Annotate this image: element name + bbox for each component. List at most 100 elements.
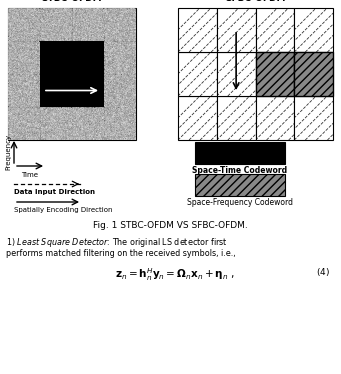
Point <box>125 80 131 86</box>
Point <box>125 119 131 125</box>
Point <box>31 98 37 104</box>
Point <box>129 80 134 86</box>
Point <box>105 130 110 136</box>
Point <box>35 73 41 79</box>
Point <box>31 99 36 105</box>
Point <box>130 131 136 137</box>
Point <box>71 106 76 112</box>
Point <box>18 29 24 35</box>
Point <box>6 47 12 53</box>
Point <box>65 134 71 140</box>
Point <box>127 8 132 14</box>
Point <box>109 77 115 83</box>
Point <box>120 41 125 47</box>
Point <box>8 84 13 90</box>
Point <box>10 31 15 37</box>
Point <box>33 80 39 86</box>
Point <box>31 33 36 39</box>
Point <box>27 79 32 85</box>
Point <box>72 119 77 125</box>
Point <box>7 101 13 107</box>
Point <box>72 107 77 113</box>
Point <box>58 36 63 42</box>
Point <box>132 80 137 86</box>
Point <box>30 52 35 58</box>
Point <box>108 55 113 61</box>
Point <box>34 35 40 41</box>
Point <box>103 36 109 42</box>
Point <box>52 25 58 31</box>
Point <box>28 113 33 119</box>
Point <box>25 134 30 140</box>
Point <box>99 131 104 137</box>
Point <box>122 45 127 51</box>
Point <box>81 125 87 131</box>
Point <box>113 111 119 117</box>
Point <box>113 110 119 116</box>
Point <box>29 87 34 93</box>
Point <box>12 77 17 83</box>
Point <box>120 132 126 138</box>
Point <box>6 84 12 90</box>
Point <box>15 120 21 126</box>
Point <box>67 107 72 113</box>
Point <box>20 120 25 126</box>
Point <box>60 28 65 34</box>
Point <box>99 130 104 136</box>
Point <box>77 118 83 124</box>
Point <box>8 127 13 133</box>
Point <box>131 17 136 23</box>
Point <box>116 65 121 71</box>
Point <box>113 134 118 140</box>
Point <box>16 110 22 116</box>
Point <box>81 122 87 128</box>
Point <box>31 57 37 63</box>
Point <box>11 56 16 62</box>
Point <box>86 130 92 136</box>
Point <box>6 82 11 88</box>
Point <box>114 74 120 80</box>
Point <box>99 27 104 33</box>
Point <box>36 35 42 41</box>
Point <box>58 37 63 43</box>
Point <box>63 34 69 40</box>
Point <box>24 47 30 53</box>
Point <box>33 107 39 113</box>
Point <box>60 30 66 36</box>
Point <box>104 70 109 76</box>
Point <box>104 9 109 15</box>
Point <box>31 119 37 125</box>
Point <box>121 56 126 62</box>
Point <box>31 25 36 31</box>
Point <box>132 123 137 129</box>
Point <box>22 118 28 124</box>
Point <box>112 114 118 120</box>
Point <box>121 74 127 80</box>
Point <box>13 73 19 79</box>
Point <box>74 113 79 119</box>
Point <box>132 40 137 46</box>
Point <box>34 63 40 69</box>
Point <box>99 22 104 28</box>
Point <box>126 103 132 109</box>
Point <box>75 31 80 37</box>
Point <box>34 43 39 49</box>
Point <box>54 131 59 137</box>
Point <box>6 52 12 58</box>
Point <box>14 24 19 30</box>
Point <box>124 129 130 135</box>
Point <box>47 31 53 37</box>
Point <box>120 65 126 71</box>
Point <box>20 81 26 87</box>
Point <box>73 15 78 21</box>
Point <box>25 117 31 123</box>
Point <box>26 102 31 108</box>
Point <box>119 128 125 134</box>
Point <box>30 49 35 55</box>
Point <box>125 122 131 128</box>
Point <box>119 80 124 86</box>
Point <box>123 8 128 14</box>
Point <box>15 42 21 48</box>
Point <box>72 135 78 141</box>
Point <box>128 63 134 69</box>
